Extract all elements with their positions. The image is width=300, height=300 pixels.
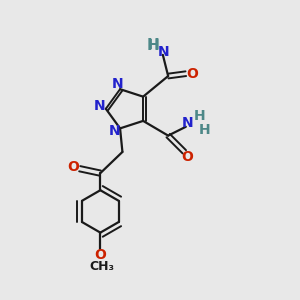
Text: N: N <box>111 77 123 91</box>
Text: O: O <box>181 150 193 164</box>
Text: CH₃: CH₃ <box>89 260 114 273</box>
Text: N: N <box>182 116 193 130</box>
Text: O: O <box>94 248 106 262</box>
Text: H: H <box>194 109 206 123</box>
Text: O: O <box>67 160 79 174</box>
Text: N: N <box>94 99 106 113</box>
Text: H: H <box>199 123 211 137</box>
Text: H: H <box>147 38 160 53</box>
Text: N: N <box>109 124 121 138</box>
Text: O: O <box>186 67 198 81</box>
Text: N: N <box>158 46 169 59</box>
Text: H: H <box>148 38 160 52</box>
